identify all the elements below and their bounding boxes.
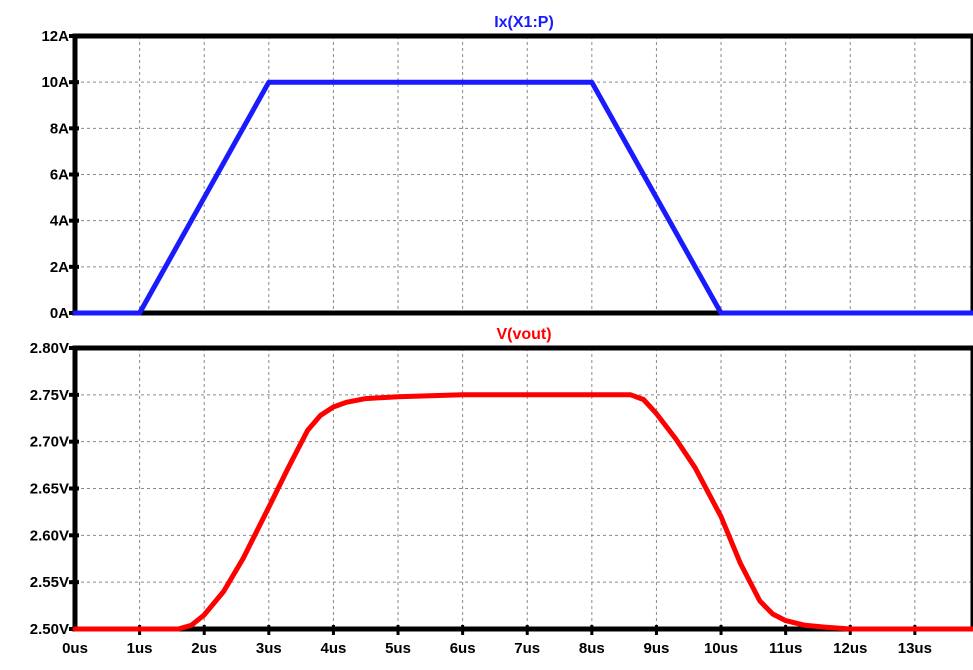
- y-tick-label: 2.55V: [30, 574, 69, 591]
- y-tick-label: 2.50V: [30, 621, 69, 638]
- x-tick-label: 10us: [704, 640, 738, 657]
- x-tick-label: 3us: [256, 640, 282, 657]
- x-tick-label: 6us: [450, 640, 476, 657]
- plot-pane-2: 2.50V 2.55V 2.60V 2.65V 2.70V 2.75V 2.80V 0us 1u…: [30, 326, 973, 657]
- x-tick-label: 11us: [769, 640, 802, 657]
- x-tick-label: 13us: [898, 640, 932, 657]
- y-tick-label: 2.70V: [30, 434, 69, 451]
- y-tick-label: 2.75V: [30, 387, 69, 404]
- y-tick-label: 12A: [41, 28, 69, 45]
- x-tick-label: 12us: [833, 640, 867, 657]
- y-tick-label: 2.60V: [30, 527, 69, 544]
- y-tick-label: 4A: [50, 213, 69, 230]
- chart-title: V(vout): [496, 326, 551, 343]
- x-tick-label: 9us: [644, 640, 670, 657]
- x-tick-label: 0us: [62, 640, 88, 657]
- x-tick-label: 2us: [191, 640, 217, 657]
- x-tick-label: 8us: [579, 640, 605, 657]
- x-tick-label: 4us: [320, 640, 346, 657]
- series-line: [72, 392, 973, 632]
- x-tick-label: 1us: [127, 640, 153, 657]
- x-tick-label: 7us: [514, 640, 540, 657]
- y-tick-label: 2A: [50, 259, 69, 276]
- y-tick-label: 2.80V: [30, 340, 69, 357]
- plot-pane-1: 0A 2A 4A 6A 8A 10A 12A Ix(X1:P): [41, 14, 973, 322]
- chart-title: Ix(X1:P): [494, 14, 554, 31]
- y-tick-label: 0A: [50, 305, 69, 322]
- y-tick-label: 6A: [50, 167, 69, 184]
- y-tick-label: 8A: [50, 120, 69, 137]
- series-line: [72, 79, 973, 316]
- x-tick-label: 5us: [385, 640, 411, 657]
- y-tick-label: 2.65V: [30, 481, 69, 498]
- y-tick-label: 10A: [41, 74, 69, 91]
